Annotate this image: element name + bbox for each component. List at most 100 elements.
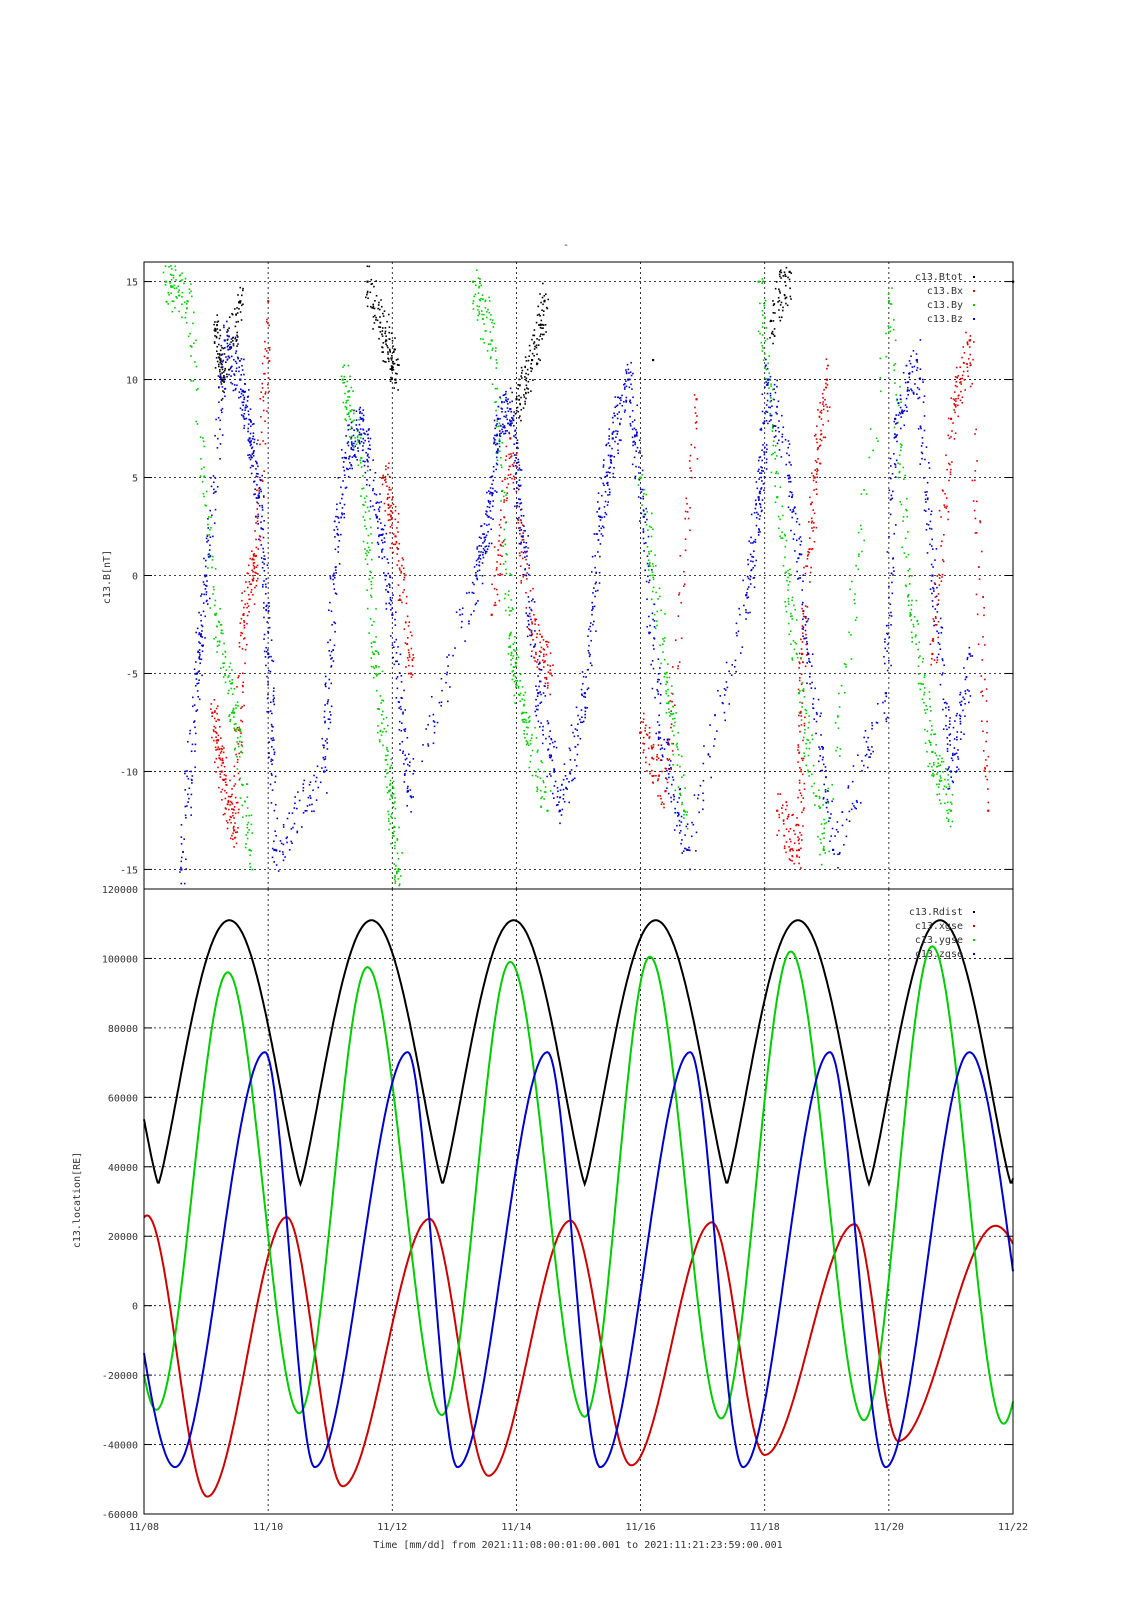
b-field-point xyxy=(954,411,956,414)
b-field-point xyxy=(673,829,676,831)
b-field-point xyxy=(605,471,608,474)
b-field-point xyxy=(527,359,530,362)
b-field-point xyxy=(879,357,882,360)
b-field-point xyxy=(496,362,498,364)
b-field-point xyxy=(240,358,243,360)
b-field-point xyxy=(209,607,212,609)
b-field-point xyxy=(639,488,642,491)
b-field-point xyxy=(684,538,687,540)
b-field-point xyxy=(496,443,499,445)
b-field-point xyxy=(348,456,351,458)
b-field-point xyxy=(372,666,375,668)
b-field-point xyxy=(520,509,522,511)
b-field-point xyxy=(488,296,490,299)
b-field-point xyxy=(393,863,396,865)
b-field-point xyxy=(800,540,803,543)
b-field-point xyxy=(391,360,394,363)
b-field-point xyxy=(387,817,390,820)
b-field-point xyxy=(890,303,893,305)
b-field-point xyxy=(385,574,388,577)
b-field-point xyxy=(217,375,220,377)
b-field-point xyxy=(538,668,540,670)
b-field-point xyxy=(951,461,953,463)
b-field-point xyxy=(236,741,238,743)
b-field-point xyxy=(236,334,238,337)
b-field-point xyxy=(262,409,265,412)
b-field-point xyxy=(774,445,777,447)
b-field-point xyxy=(778,290,781,292)
b-field-point xyxy=(645,756,647,759)
b-field-point xyxy=(509,633,512,636)
b-field-point xyxy=(330,610,333,613)
b-field-point xyxy=(374,650,377,652)
b-field-point xyxy=(496,420,499,422)
b-field-point xyxy=(515,686,517,688)
b-field-point xyxy=(361,487,363,490)
b-field-point xyxy=(907,593,910,596)
b-field-point xyxy=(329,576,332,578)
b-field-point xyxy=(235,350,238,352)
b-field-point xyxy=(236,801,239,804)
b-field-point xyxy=(170,292,173,294)
b-field-point xyxy=(955,380,958,383)
b-field-point xyxy=(649,624,651,627)
b-field-point xyxy=(854,619,857,621)
b-field-point xyxy=(782,514,784,517)
b-field-point xyxy=(845,663,847,666)
b-field-point xyxy=(394,797,396,799)
b-field-point xyxy=(510,574,513,577)
b-field-point xyxy=(227,692,229,695)
b-field-point xyxy=(524,711,526,714)
b-field-point xyxy=(692,823,695,826)
b-field-point xyxy=(381,699,383,702)
b-field-point xyxy=(250,440,252,442)
b-field-point xyxy=(432,713,435,716)
b-field-point xyxy=(806,642,809,645)
b-field-point xyxy=(543,770,545,773)
b-field-point xyxy=(550,755,552,758)
b-field-point xyxy=(632,444,634,447)
b-field-point xyxy=(987,801,990,804)
b-field-point xyxy=(224,650,227,653)
b-field-point xyxy=(778,273,781,276)
b-field-point xyxy=(389,784,391,786)
b-field-point xyxy=(204,637,206,639)
b-field-point xyxy=(390,504,392,507)
b-field-point xyxy=(535,344,538,347)
b-field-point xyxy=(527,619,530,622)
b-field-point xyxy=(651,687,654,690)
b-field-point xyxy=(702,792,704,795)
b-field-point xyxy=(826,410,829,412)
b-field-point xyxy=(671,776,674,779)
b-field-point xyxy=(218,719,220,721)
b-field-point xyxy=(797,557,800,559)
b-field-point xyxy=(651,769,653,772)
b-field-point xyxy=(758,528,760,530)
b-field-point xyxy=(819,401,821,404)
b-field-point xyxy=(219,358,222,360)
b-field-point xyxy=(858,555,860,558)
b-field-point xyxy=(394,847,396,850)
b-field-point xyxy=(770,419,772,421)
b-field-point xyxy=(354,455,356,458)
b-field-point xyxy=(544,786,547,788)
b-field-point xyxy=(400,674,403,677)
b-field-point xyxy=(253,493,255,496)
b-field-point xyxy=(807,771,810,773)
b-field-point xyxy=(398,707,401,709)
b-field-point xyxy=(540,797,542,800)
b-field-point xyxy=(220,363,223,365)
b-field-point xyxy=(394,618,396,621)
b-field-point xyxy=(212,593,214,595)
b-field-point xyxy=(433,731,436,734)
b-field-point xyxy=(394,876,396,879)
b-field-point xyxy=(938,573,940,576)
b-field-point xyxy=(755,559,757,562)
b-field-point xyxy=(243,637,246,639)
b-field-point xyxy=(735,622,738,625)
b-field-point xyxy=(260,527,263,529)
b-field-point xyxy=(800,715,803,717)
b-field-point xyxy=(388,338,391,341)
b-field-point xyxy=(524,376,526,378)
b-field-point xyxy=(228,680,231,682)
